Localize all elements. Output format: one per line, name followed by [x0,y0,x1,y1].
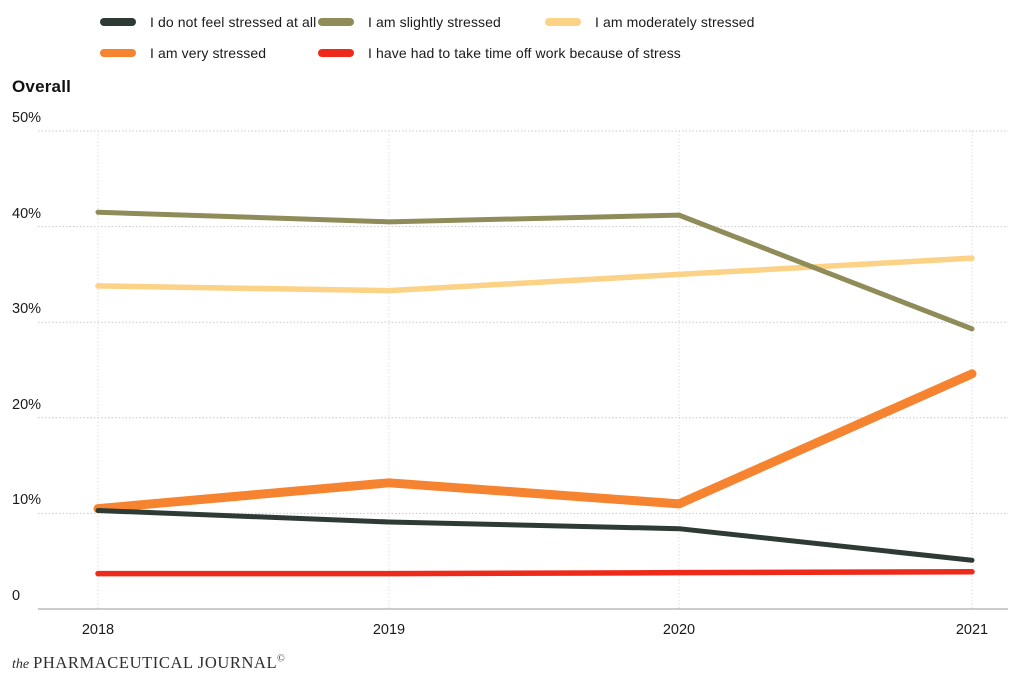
legend-item: I have had to take time off work because… [318,45,681,61]
y-axis-tick-label: 0 [12,588,21,604]
publisher-logo: the PHARMACEUTICAL JOURNAL© [12,653,285,673]
x-axis-tick-label: 2020 [662,622,696,638]
legend-item: I am moderately stressed [545,14,755,30]
legend-swatch [318,18,354,26]
legend-swatch [100,49,136,57]
x-axis-tick-label: 2018 [81,622,115,638]
publisher-logo-name: PHARMACEUTICAL JOURNAL [33,653,278,672]
legend-item: I do not feel stressed at all [100,14,316,30]
publisher-logo-the: the [12,657,30,672]
x-axis-tick-label: 2019 [372,622,406,638]
legend-swatch [545,18,581,26]
legend-label: I am moderately stressed [595,14,755,30]
legend-label: I am slightly stressed [368,14,501,30]
series-line [95,255,975,294]
y-axis-tick-label: 10% [12,492,42,509]
series-line [95,209,975,332]
legend-swatch [100,18,136,26]
chart-title: Overall [12,77,72,96]
y-axis-tick-label: 30% [12,301,42,318]
x-axis-tick-label: 2021 [955,622,989,638]
series-line [93,369,977,514]
y-axis-tick-label: 50% [12,110,42,126]
legend-label: I do not feel stressed at all [150,14,317,30]
y-axis-tick-label: 20% [12,396,42,413]
y-axis-tick-label: 40% [12,205,42,222]
legend-label: I have had to take time off work because… [368,45,681,61]
legend-item: I am very stressed [100,45,266,61]
series-line [95,508,975,563]
copyright-icon: © [277,653,285,665]
legend-swatch [318,49,354,57]
legend-label: I am very stressed [150,45,267,61]
series-line [95,568,975,577]
legend-item: I am slightly stressed [318,14,501,30]
